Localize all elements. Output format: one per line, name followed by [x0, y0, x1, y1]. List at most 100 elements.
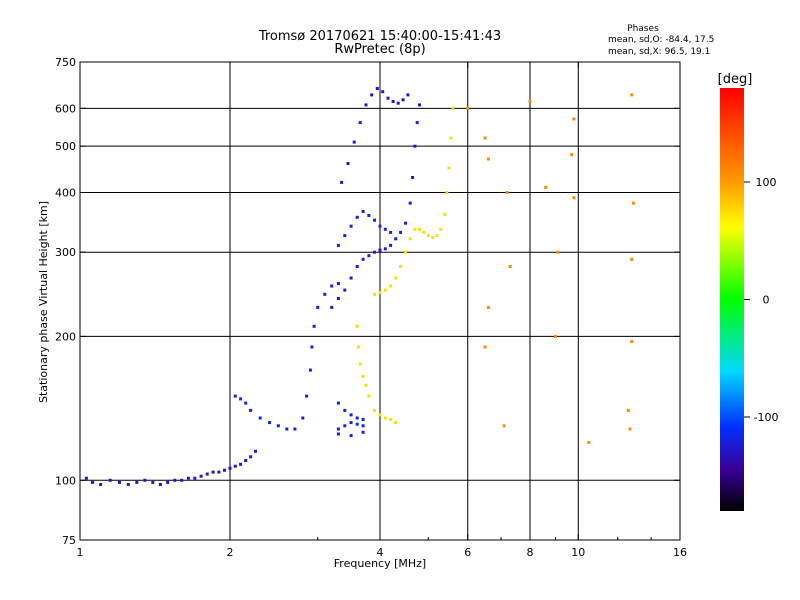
data-point [404, 221, 407, 225]
data-point [316, 305, 320, 309]
data-point [570, 153, 574, 157]
data-point [411, 176, 415, 179]
chart-subtitle: RwPretec (8p) [334, 42, 425, 57]
data-point [386, 96, 390, 100]
data-point [249, 455, 253, 459]
data-point [211, 470, 215, 474]
data-point [361, 424, 365, 428]
data-point [233, 394, 237, 398]
data-point [399, 230, 403, 234]
data-point [399, 265, 403, 268]
data-point [381, 90, 385, 94]
data-point [239, 462, 243, 466]
data-point [431, 236, 435, 239]
data-point [346, 162, 350, 165]
y-tick-label: 750 [55, 56, 76, 69]
data-point [367, 254, 371, 258]
data-point [301, 416, 305, 420]
data-point [408, 201, 412, 205]
data-point [418, 103, 421, 107]
data-point [508, 265, 512, 268]
data-point [99, 483, 103, 486]
data-point [336, 282, 340, 285]
data-points-layer [84, 87, 635, 486]
data-point [349, 413, 353, 417]
data-point [268, 421, 271, 425]
data-point [323, 292, 327, 296]
y-tick-label: 200 [55, 330, 76, 343]
data-point [254, 449, 257, 453]
data-point [361, 374, 365, 378]
data-point [413, 144, 417, 148]
chart-title: Tromsø 20170621 15:40:00-15:41:43 [258, 29, 501, 44]
x-tick-label: 4 [377, 546, 384, 559]
stats-line-o: mean, sd,O: -84.4, 17.5 [608, 35, 714, 45]
data-point [413, 227, 417, 231]
data-point [389, 243, 393, 247]
data-point [391, 100, 395, 103]
data-point [349, 434, 353, 438]
data-point [383, 416, 387, 420]
x-tick-label: 2 [227, 546, 234, 559]
data-point [394, 421, 398, 425]
data-point [355, 422, 359, 426]
data-point [233, 464, 237, 468]
data-point [285, 427, 289, 431]
data-point [199, 474, 203, 478]
data-point [158, 483, 162, 486]
data-point [396, 101, 400, 105]
data-point [135, 480, 139, 484]
data-point [310, 345, 314, 349]
data-point [223, 468, 226, 472]
data-point [486, 305, 490, 309]
data-point [340, 180, 344, 184]
data-point [84, 476, 88, 480]
data-point [343, 424, 347, 428]
data-point [587, 440, 591, 444]
data-point [447, 166, 451, 170]
data-point [630, 257, 634, 261]
data-point [349, 224, 353, 228]
data-point [293, 427, 297, 431]
data-point [445, 191, 449, 194]
data-point [305, 394, 309, 398]
data-point [435, 234, 439, 238]
y-axis-label: Stationary phase Virtual Height [km] [37, 201, 50, 403]
data-point [358, 121, 362, 125]
data-point [343, 408, 347, 412]
data-point [186, 476, 190, 480]
data-point [415, 121, 419, 125]
data-point [276, 424, 280, 428]
data-point [361, 430, 365, 434]
data-point [343, 288, 347, 292]
colorbar-tick-label: 100 [756, 176, 777, 189]
data-point [108, 478, 112, 482]
data-point [554, 334, 557, 338]
data-point [367, 214, 371, 217]
data-point [389, 284, 393, 288]
y-tick-label: 500 [55, 140, 76, 153]
data-point [378, 291, 382, 295]
x-tick-label: 10 [571, 546, 585, 559]
data-point [143, 478, 147, 482]
data-point [572, 196, 576, 200]
data-point [173, 478, 177, 482]
data-point [439, 227, 443, 231]
x-tick-label: 6 [464, 546, 471, 559]
data-point [373, 218, 376, 222]
data-point [373, 250, 376, 254]
data-point [126, 483, 130, 486]
data-point [378, 224, 382, 228]
data-point [355, 215, 359, 219]
data-point [355, 265, 359, 268]
data-point [401, 98, 405, 102]
data-point [330, 284, 334, 288]
data-point [408, 237, 412, 241]
data-point [394, 276, 398, 280]
data-point [426, 234, 430, 238]
data-point [349, 421, 353, 425]
data-point [378, 248, 382, 252]
data-point [193, 476, 197, 480]
data-point [375, 87, 379, 90]
axis-layer: 1 2 4 6 8 10 16 75 100 200 300 400 500 600 750 [55, 56, 687, 559]
